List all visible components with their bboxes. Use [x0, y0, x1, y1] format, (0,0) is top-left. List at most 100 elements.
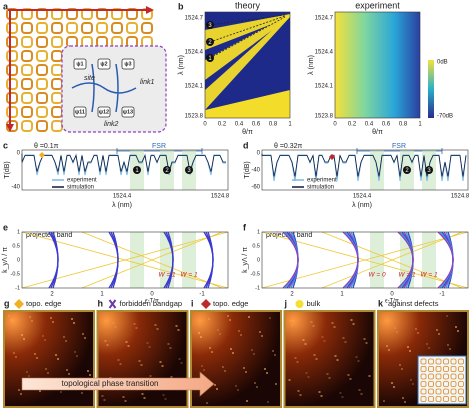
lattice-site — [111, 22, 123, 34]
lattice-site — [51, 92, 63, 104]
speckle — [310, 321, 313, 323]
y-tick-label: 1524.1 — [185, 84, 204, 90]
axis-label: T(dB) — [4, 161, 11, 179]
speckle — [198, 332, 200, 334]
band-curve — [346, 231, 359, 289]
speckle — [269, 317, 271, 319]
lattice-site — [51, 50, 63, 62]
axis-label: k_yΛ / π — [2, 247, 9, 273]
marker — [163, 166, 171, 174]
speckle — [208, 318, 210, 320]
image-caption: topo. edge — [213, 299, 248, 308]
y-tick-label: -0.5 — [251, 271, 260, 277]
speckle — [154, 324, 157, 326]
marker — [206, 54, 214, 62]
speckle — [259, 331, 261, 333]
winding-label: W = 1 — [398, 272, 416, 279]
speckle — [15, 356, 17, 358]
speckle — [261, 335, 263, 337]
inset-site — [428, 373, 434, 380]
marker — [206, 21, 214, 29]
marker-label: 2 — [405, 168, 409, 174]
inset-site — [435, 381, 442, 387]
axis-label: T(dB) — [244, 161, 251, 179]
speckle — [315, 358, 318, 360]
speckle — [436, 329, 438, 331]
speckle — [149, 375, 152, 377]
speckle — [415, 328, 417, 330]
inset-site — [428, 388, 434, 395]
band-curve — [205, 231, 214, 289]
speckle — [391, 382, 393, 384]
lattice-site — [36, 106, 48, 118]
speckle — [13, 352, 15, 354]
inset-site — [458, 373, 464, 380]
inset-site — [428, 381, 434, 387]
axes — [21, 231, 229, 289]
speckle — [201, 365, 203, 367]
panel-label: g — [4, 298, 10, 308]
speckle — [312, 325, 315, 327]
highlight — [130, 232, 144, 288]
inset-site — [458, 358, 464, 365]
inset-site — [458, 396, 464, 402]
dashed-guide — [209, 14, 286, 59]
speckle — [358, 389, 361, 391]
lattice-site — [21, 22, 33, 34]
marker — [425, 166, 433, 174]
panel-label: b — [178, 1, 184, 11]
speckle — [446, 315, 448, 317]
speckle — [305, 372, 308, 374]
axes — [204, 11, 291, 119]
band-curve — [108, 231, 119, 289]
speckle — [274, 354, 276, 356]
inset-site — [420, 358, 427, 365]
speckle — [82, 333, 84, 335]
band-curve — [163, 231, 174, 289]
inset-site — [428, 366, 434, 372]
speckle — [334, 355, 337, 357]
speckle — [170, 376, 173, 378]
lattice-site — [51, 36, 63, 48]
speckle — [238, 330, 240, 332]
inset-site — [450, 381, 457, 387]
speckle — [76, 355, 78, 357]
x-tick-label: 1524.4 — [113, 194, 132, 200]
band — [205, 90, 290, 118]
lattice-site — [66, 22, 78, 34]
speckle — [266, 372, 268, 374]
highlight — [422, 232, 436, 288]
colorbar-label: 0dB — [437, 60, 448, 66]
speckle — [119, 363, 122, 365]
y-tick-label: 1 — [257, 229, 260, 235]
speckle — [368, 375, 371, 377]
speckle — [106, 344, 109, 346]
inset-site — [458, 381, 464, 387]
speckle — [133, 323, 136, 325]
node — [97, 58, 111, 70]
panel-label: j — [284, 298, 288, 308]
speckle — [344, 341, 347, 343]
x-tick-label: 1524.8 — [451, 194, 470, 200]
marker-diamond — [39, 152, 45, 158]
speckle — [396, 331, 398, 333]
speckle — [357, 360, 360, 362]
speckle — [447, 344, 449, 346]
x-tick-label: 0 — [150, 292, 154, 298]
band — [205, 14, 290, 80]
node — [97, 106, 111, 118]
inset-site — [458, 366, 464, 372]
speckle — [20, 393, 22, 395]
speckle — [360, 393, 363, 395]
speckle — [299, 394, 302, 396]
speckle — [339, 392, 342, 394]
inset-label: link2 — [104, 121, 119, 128]
icon — [201, 299, 211, 309]
speckle — [289, 320, 292, 322]
speckle — [227, 315, 229, 317]
panel-label: e — [3, 222, 8, 232]
heatmap — [335, 12, 420, 118]
speckle — [18, 389, 20, 391]
winding-label: W = 1 — [180, 272, 198, 279]
speckle — [245, 371, 247, 373]
